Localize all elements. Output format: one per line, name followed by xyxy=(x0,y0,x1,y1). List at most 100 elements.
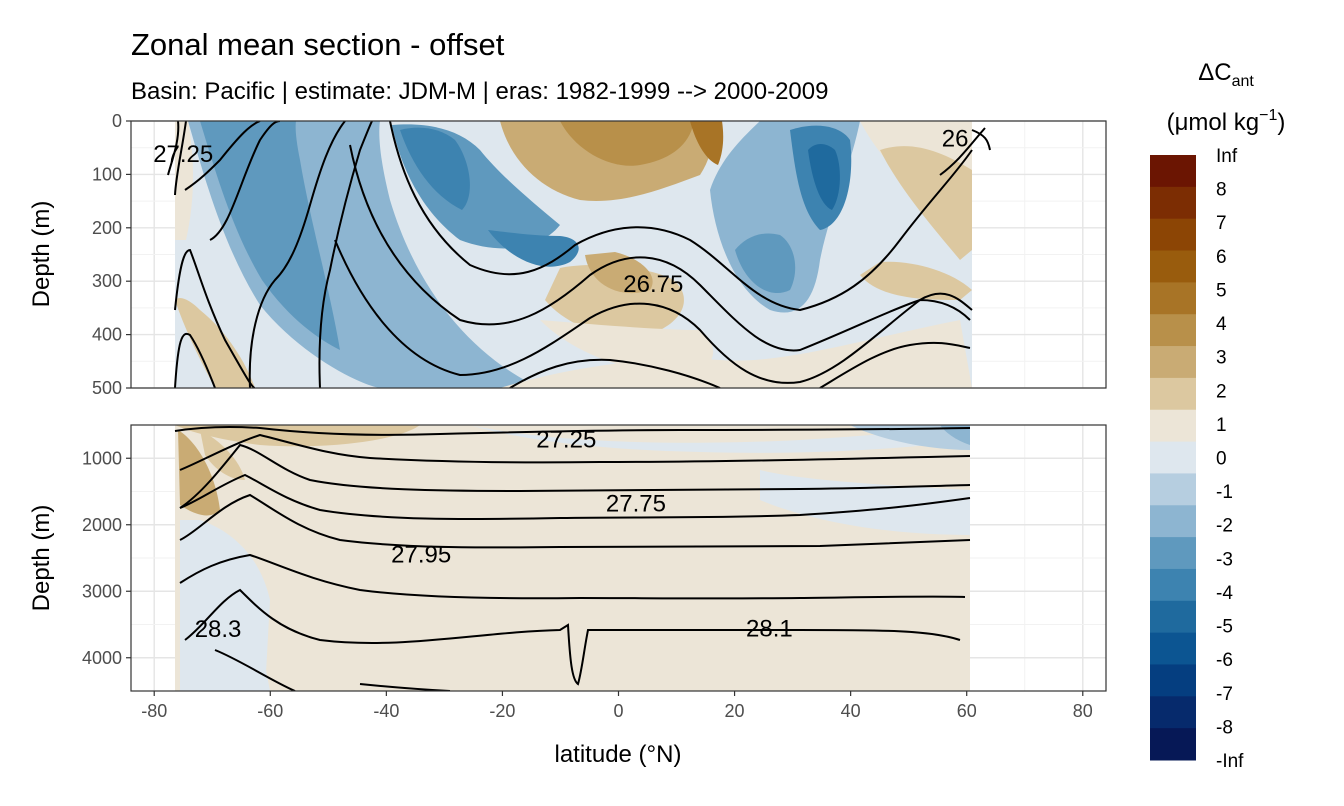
upper-contour xyxy=(334,239,973,384)
lower-anomaly-north-blue xyxy=(850,425,970,450)
upper-contour xyxy=(349,144,971,352)
legend-key xyxy=(1150,441,1196,474)
legend-key xyxy=(1150,728,1196,761)
lower-base-field xyxy=(175,425,970,691)
lower-anomaly-thermocline-light-blue xyxy=(470,425,970,453)
x-tick-label: -20 xyxy=(489,701,515,721)
legend-key xyxy=(1150,537,1196,570)
legend-label: -7 xyxy=(1216,684,1233,705)
contour-label: 27.75 xyxy=(606,490,666,517)
legend-label: 6 xyxy=(1216,247,1227,268)
legend-key xyxy=(1150,218,1196,252)
legend-key xyxy=(1150,409,1196,443)
upper-contour xyxy=(167,121,180,176)
legend-unit-sup: −1 xyxy=(1259,107,1277,124)
legend-key xyxy=(1150,186,1196,220)
lower-contour xyxy=(184,588,961,686)
contour-label: 27.25 xyxy=(153,141,213,168)
lower-contour xyxy=(179,473,971,521)
upper-contour xyxy=(819,341,971,388)
lower-y-axis-title: Depth (m) xyxy=(28,505,55,612)
legend-label: -2 xyxy=(1216,516,1233,537)
legend-label: -5 xyxy=(1216,617,1233,638)
upper-density-contours xyxy=(167,121,991,388)
upper-contour xyxy=(174,248,256,388)
y-tick-label: 500 xyxy=(92,378,122,398)
legend-key xyxy=(1150,155,1196,188)
upper-panel: 27.25 26 26.75 xyxy=(130,120,1107,389)
upper-anomaly-north-blue-core xyxy=(735,233,796,294)
y-tick-label: 100 xyxy=(92,164,122,184)
lower-anomaly-top-tan xyxy=(175,425,420,447)
legend-title-main: ΔC xyxy=(1198,59,1231,86)
legend-label: -8 xyxy=(1216,717,1233,738)
y-tick-label: 200 xyxy=(92,218,122,238)
y-tick-label: 2000 xyxy=(82,515,122,535)
upper-anomaly-deep-beige xyxy=(500,320,972,388)
lower-density-contours xyxy=(174,426,971,691)
legend-title-sub: ant xyxy=(1232,73,1255,90)
upper-field xyxy=(167,121,991,388)
legend-title: ΔCant xyxy=(1198,59,1254,90)
x-tick-label: 60 xyxy=(957,701,977,721)
legend-key xyxy=(1150,696,1196,729)
legend-key xyxy=(1150,632,1196,665)
upper-anomaly-north-subpolar-tan xyxy=(860,261,972,300)
chart-title: Zonal mean section - offset xyxy=(131,27,505,62)
legend-label: -4 xyxy=(1216,583,1233,604)
legend-key xyxy=(1150,664,1196,697)
upper-y-axis-title: Depth (m) xyxy=(28,201,55,308)
x-axis-title: latitude (°N) xyxy=(555,741,682,768)
legend-key xyxy=(1150,250,1196,283)
contour-label: 26.75 xyxy=(623,271,683,298)
chart-subtitle: Basin: Pacific | estimate: JDM-M | eras:… xyxy=(131,78,828,105)
legend: ΔCant (μmol kg−1) Inf 8 7 6 5 4 3 2 1 0 -1 -2 -3 -4 -5… xyxy=(1150,59,1285,772)
contour-label: 26 xyxy=(942,126,969,153)
lower-anomaly-bottom-light-blue xyxy=(200,662,270,691)
lower-anomaly-southern-tan-2 xyxy=(200,430,245,480)
lower-contour xyxy=(179,443,971,509)
legend-label: -1 xyxy=(1216,482,1233,503)
upper-contour xyxy=(939,127,986,176)
upper-contour xyxy=(209,121,281,241)
legend-key xyxy=(1150,377,1196,411)
upper-contour xyxy=(174,121,187,196)
legend-unit: (μmol kg−1) xyxy=(1167,107,1286,136)
upper-y-axis: 0 100 200 300 400 500 xyxy=(92,111,131,398)
x-tick-label: 80 xyxy=(1073,701,1093,721)
contour-label: 27.95 xyxy=(391,542,451,569)
legend-key xyxy=(1150,568,1196,602)
x-tick-label: -60 xyxy=(257,701,283,721)
legend-label: Inf xyxy=(1216,146,1238,167)
contour-label: 28.3 xyxy=(195,616,242,643)
upper-contour-labels: 27.25 26 26.75 xyxy=(153,126,968,298)
x-tick-label: 40 xyxy=(841,701,861,721)
upper-contour xyxy=(248,121,346,388)
y-tick-label: 1000 xyxy=(82,448,122,468)
y-tick-label: 4000 xyxy=(82,648,122,668)
upper-anomaly-central-tan-core xyxy=(560,121,694,166)
legend-label: 2 xyxy=(1216,381,1227,402)
lower-anomaly-southern-light-blue xyxy=(180,520,270,691)
lower-contour xyxy=(174,426,971,436)
lower-field xyxy=(174,425,971,691)
lower-contour xyxy=(179,493,971,549)
legend-label: 4 xyxy=(1216,314,1227,335)
legend-keys: Inf 8 7 6 5 4 3 2 1 0 -1 -2 -3 -4 -5 -6 -7 -8 -Inf xyxy=(1150,146,1244,772)
y-tick-label: 300 xyxy=(92,271,122,291)
lower-contour xyxy=(214,649,296,691)
legend-label: 7 xyxy=(1216,213,1227,234)
upper-contour xyxy=(509,358,721,388)
upper-anomaly-south-edge xyxy=(175,121,194,240)
legend-label: -6 xyxy=(1216,650,1233,671)
y-tick-label: 0 xyxy=(112,111,122,131)
lower-panel: 27.25 27.75 27.95 28.3 28.1 xyxy=(130,424,1107,692)
legend-label: 3 xyxy=(1216,348,1227,369)
upper-panel-border xyxy=(130,120,1107,389)
legend-unit-main: (μmol kg xyxy=(1167,109,1260,136)
upper-contour xyxy=(318,121,373,388)
legend-label: 5 xyxy=(1216,280,1227,301)
upper-contour xyxy=(389,121,973,312)
contour-label: 27.25 xyxy=(536,427,596,454)
x-axis: -80 -60 -40 -20 0 20 40 60 80 xyxy=(141,691,1093,721)
